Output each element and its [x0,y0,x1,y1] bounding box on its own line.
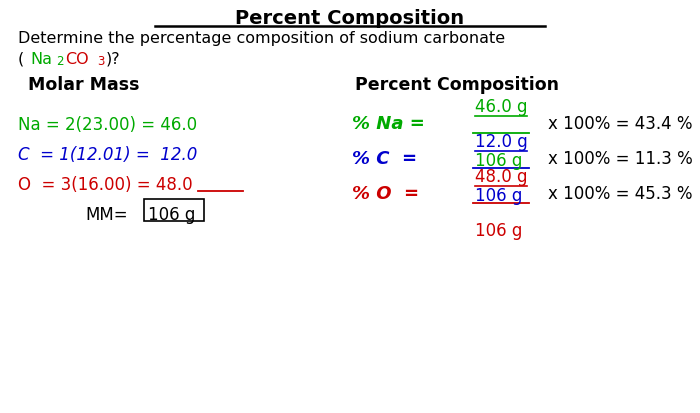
Text: )?: )? [106,52,120,67]
Text: Percent Composition: Percent Composition [355,76,559,94]
Text: 48.0 g: 48.0 g [475,168,528,185]
Text: 106 g: 106 g [148,206,195,223]
Text: 3: 3 [97,55,104,68]
Text: % Na =: % Na = [352,115,425,133]
Text: 12.0 g: 12.0 g [475,133,528,151]
Text: O  = 3(16.00) = 48.0: O = 3(16.00) = 48.0 [18,176,192,194]
Text: Determine the percentage composition of sodium carbonate: Determine the percentage composition of … [18,31,505,46]
Text: 106 g: 106 g [475,187,522,204]
Text: x 100% = 45.3 %: x 100% = 45.3 % [548,185,692,202]
Text: CO: CO [65,52,89,67]
Text: Na = 2(23.00) = 46.0: Na = 2(23.00) = 46.0 [18,116,197,134]
Text: 2: 2 [56,55,64,68]
Text: % O  =: % O = [352,185,419,202]
Text: % C  =: % C = [352,150,417,168]
Text: Molar Mass: Molar Mass [28,76,139,94]
Text: MM=: MM= [85,206,127,223]
Text: 106 g: 106 g [475,221,522,240]
Text: 106 g: 106 g [475,152,522,170]
Text: Percent Composition: Percent Composition [235,9,465,28]
Text: 46.0 g: 46.0 g [475,98,528,116]
Text: x 100% = 11.3 %: x 100% = 11.3 % [548,150,693,168]
Text: x 100% = 43.4 %: x 100% = 43.4 % [548,115,692,133]
Text: C  = 1(12.01) =  12.0: C = 1(12.01) = 12.0 [18,146,197,164]
Text: Na: Na [30,52,52,67]
Text: (: ( [18,52,25,67]
